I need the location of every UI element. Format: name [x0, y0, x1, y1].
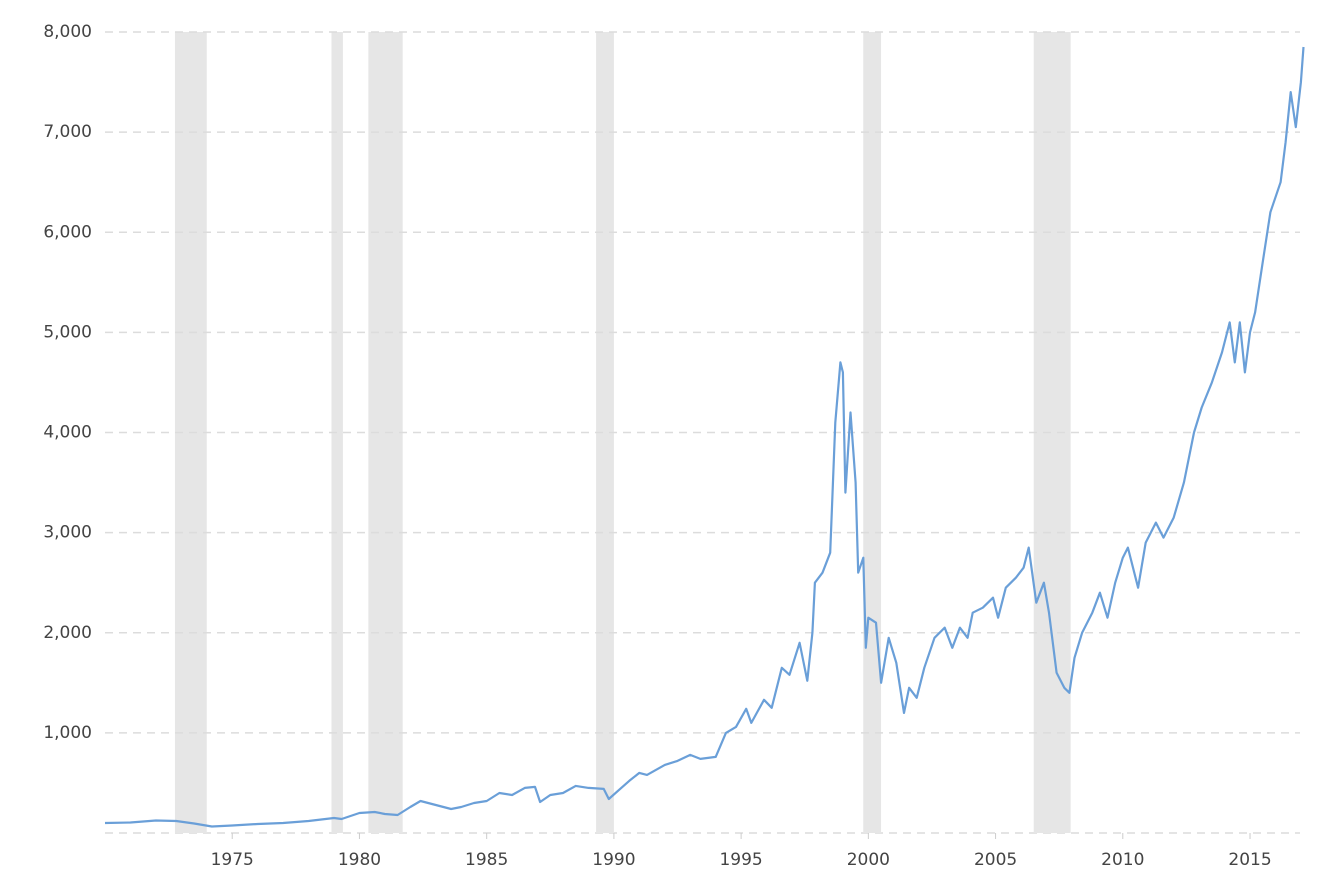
- recession-band: [1033, 32, 1071, 833]
- y-tick-label: 8,000: [43, 22, 92, 42]
- x-tick-label: 1980: [338, 850, 381, 870]
- y-tick-label: 6,000: [43, 222, 92, 242]
- x-tick-label: 2010: [1101, 850, 1144, 870]
- x-tick-label: 1985: [465, 850, 508, 870]
- x-tick-label: 1975: [211, 850, 254, 870]
- y-tick-label: 5,000: [43, 322, 92, 342]
- x-tick-label: 1990: [592, 850, 635, 870]
- y-tick-label: 2,000: [43, 623, 92, 643]
- recession-band: [331, 32, 343, 833]
- data-line: [104, 46, 1305, 828]
- x-tick-label: 1995: [719, 850, 762, 870]
- x-tick-label: 2000: [847, 850, 890, 870]
- y-tick-label: 1,000: [43, 723, 92, 743]
- x-tick-label: 2015: [1228, 850, 1271, 870]
- y-tick-label: 7,000: [43, 122, 92, 142]
- y-tick-label: 3,000: [43, 523, 92, 543]
- x-tick-label: 2005: [974, 850, 1017, 870]
- y-tick-label: 4,000: [43, 423, 92, 443]
